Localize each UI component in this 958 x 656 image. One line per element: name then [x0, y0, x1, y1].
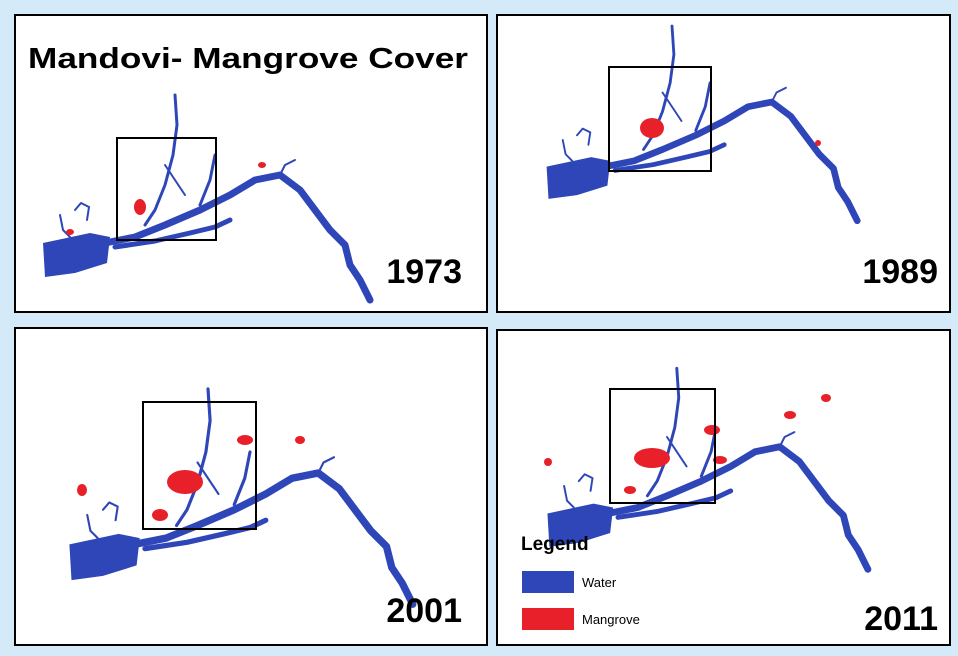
- mangrove: [258, 162, 266, 168]
- year-label: 2001: [386, 592, 462, 630]
- mangrove: [295, 436, 305, 444]
- mangrove: [134, 199, 146, 215]
- year-label: 1989: [862, 253, 938, 291]
- mangrove: [704, 425, 720, 435]
- mangrove: [167, 470, 203, 494]
- map-title: Mandovi- Mangrove Cover: [28, 43, 468, 75]
- mangrove: [815, 140, 821, 146]
- figure: Mandovi- Mangrove Cover 1973 1989 2001 L…: [0, 0, 958, 651]
- mangrove: [544, 458, 552, 466]
- legend-label: Mangrove: [582, 612, 640, 627]
- legend-title: Legend: [521, 534, 589, 555]
- mangrove: [640, 118, 664, 138]
- legend-label: Water: [582, 575, 617, 590]
- mangrove: [237, 435, 253, 445]
- legend-swatch-mangrove: [522, 608, 574, 630]
- mangrove: [77, 484, 87, 496]
- mangrove: [624, 486, 636, 494]
- year-label: 1973: [386, 253, 462, 291]
- mangrove: [66, 229, 74, 235]
- mangrove: [821, 394, 831, 402]
- page: Mandovi- Mangrove Cover 1973 1989 2001 L…: [0, 0, 958, 651]
- mangrove: [152, 509, 168, 521]
- legend-swatch-water: [522, 571, 574, 593]
- year-label: 2011: [864, 600, 938, 638]
- mangrove: [634, 448, 670, 468]
- mangrove: [784, 411, 796, 419]
